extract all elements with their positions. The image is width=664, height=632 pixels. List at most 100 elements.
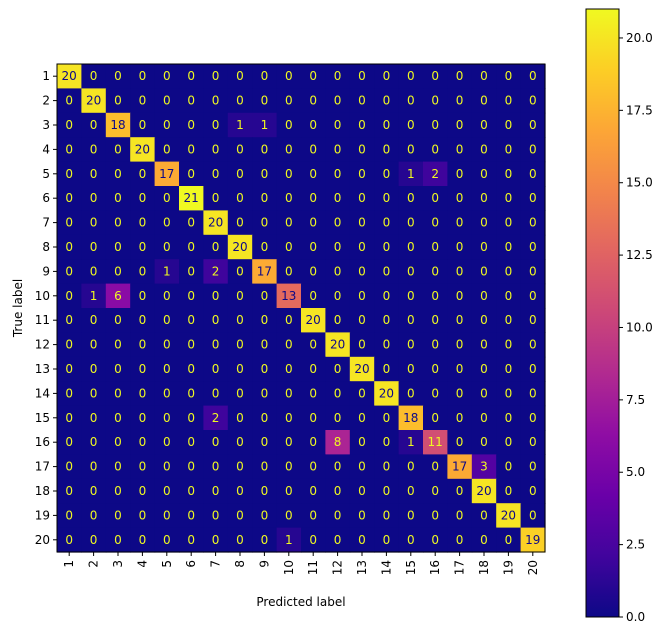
- cell-value-label: 0: [90, 264, 98, 278]
- cell-value-label: 0: [505, 167, 513, 181]
- matrix-cell: [81, 478, 107, 504]
- cell-value-label: 20: [208, 216, 223, 230]
- matrix-cell: [179, 405, 204, 431]
- matrix-cell: [276, 478, 302, 504]
- cell-value-label: 0: [334, 533, 342, 547]
- cell-value-label: 0: [431, 508, 439, 522]
- cell-value-label: 0: [139, 69, 147, 83]
- matrix-cell: [398, 161, 424, 187]
- matrix-cell: [398, 234, 424, 260]
- matrix-cell: [252, 210, 278, 236]
- matrix-cell: [81, 332, 107, 358]
- matrix-cell: [276, 332, 302, 358]
- cell-value-label: 0: [407, 240, 415, 254]
- matrix-cell: [227, 283, 253, 309]
- cell-value-label: 0: [212, 435, 220, 449]
- matrix-cell: [179, 381, 204, 407]
- cell-value-label: 0: [139, 435, 147, 449]
- cell-value-label: 0: [383, 484, 391, 498]
- matrix-cell: [227, 430, 253, 455]
- x-tick-label: 16: [428, 560, 442, 575]
- matrix-cell: [423, 88, 448, 114]
- matrix-cell: [252, 88, 278, 114]
- matrix-cell: [496, 161, 522, 187]
- cell-value-label: 0: [285, 313, 293, 327]
- cell-value-label: 0: [456, 484, 464, 498]
- matrix-cell: [57, 478, 82, 504]
- matrix-cell: [154, 332, 180, 358]
- matrix-cell: [423, 478, 448, 504]
- matrix-cell: [520, 259, 546, 285]
- x-tick-labels: 1 2 3 4 5 6 7 8 9 10 11 12 13 14 15 16 17 18 19 20: [62, 552, 540, 575]
- cell-value-label: 0: [431, 69, 439, 83]
- matrix-cell: [374, 88, 400, 114]
- colorbar-tick-labels: 0.0 2.5 5.0 7.5 10.0 12.5 15.0 17.5 20.0: [619, 31, 653, 624]
- cell-value-label: 0: [309, 216, 317, 230]
- cell-value-label: 0: [285, 264, 293, 278]
- matrix-cell: [398, 527, 424, 553]
- matrix-cell: [130, 283, 156, 309]
- matrix-cell: [325, 405, 351, 431]
- matrix-cell: [398, 210, 424, 236]
- cell-value-label: 0: [309, 508, 317, 522]
- cell-value-label: 13: [281, 289, 296, 303]
- cell-value-label: 0: [480, 216, 488, 230]
- cell-value-label: 20: [501, 508, 516, 522]
- matrix-cell: [520, 137, 546, 163]
- matrix-cell: [203, 161, 229, 187]
- matrix-cell: [227, 308, 253, 333]
- cell-value-label: 0: [456, 264, 464, 278]
- cell-value-label: 0: [407, 362, 415, 376]
- matrix-cell: [447, 137, 473, 163]
- cell-value-label: 0: [114, 435, 122, 449]
- cell-value-label: 0: [480, 313, 488, 327]
- cell-value-label: 0: [187, 142, 195, 156]
- cell-value-label: 0: [358, 142, 366, 156]
- matrix-cell: [471, 234, 497, 260]
- matrix-cell: [520, 356, 546, 382]
- matrix-cell: [276, 186, 302, 211]
- matrix-cell: [325, 454, 351, 480]
- cell-value-label: 0: [529, 191, 537, 205]
- matrix-cell: [179, 210, 204, 236]
- matrix-cell: [81, 283, 107, 309]
- cell-value-label: 0: [139, 533, 147, 547]
- matrix-cell: [447, 112, 473, 138]
- cell-value-label: 0: [187, 460, 195, 474]
- cell-value-label: 3: [480, 460, 488, 474]
- x-tick-label: 6: [184, 560, 198, 568]
- matrix-cell: [227, 234, 253, 260]
- matrix-cell: [301, 112, 326, 138]
- cell-value-label: 0: [163, 386, 171, 400]
- matrix-cell: [105, 234, 131, 260]
- cell-value-label: 0: [236, 362, 244, 376]
- cell-value-label: 0: [334, 118, 342, 132]
- cell-value-label: 0: [187, 338, 195, 352]
- cell-value-label: 0: [407, 533, 415, 547]
- cell-value-label: 0: [114, 533, 122, 547]
- cell-value-label: 0: [480, 508, 488, 522]
- matrix-cell: [105, 356, 131, 382]
- matrix-cell: [203, 478, 229, 504]
- matrix-cell: [374, 503, 400, 529]
- cell-value-label: 0: [212, 240, 220, 254]
- cell-value-label: 0: [114, 240, 122, 254]
- matrix-cell: [227, 88, 253, 114]
- matrix-cell: [374, 332, 400, 358]
- matrix-cell: [496, 112, 522, 138]
- matrix-cell: [520, 186, 546, 211]
- cell-value-label: 0: [309, 362, 317, 376]
- matrix-cell: [203, 112, 229, 138]
- cell-value-label: 0: [236, 94, 244, 108]
- matrix-cell: [57, 332, 82, 358]
- matrix-cell: [398, 112, 424, 138]
- cell-value-label: 0: [90, 411, 98, 425]
- matrix-cell: [130, 137, 156, 163]
- matrix-cell: [57, 381, 82, 407]
- matrix-cell: [447, 356, 473, 382]
- cell-value-label: 2: [212, 264, 220, 278]
- matrix-cell: [130, 308, 156, 333]
- cell-value-label: 0: [505, 240, 513, 254]
- matrix-cell: [252, 381, 278, 407]
- cell-value-label: 0: [529, 216, 537, 230]
